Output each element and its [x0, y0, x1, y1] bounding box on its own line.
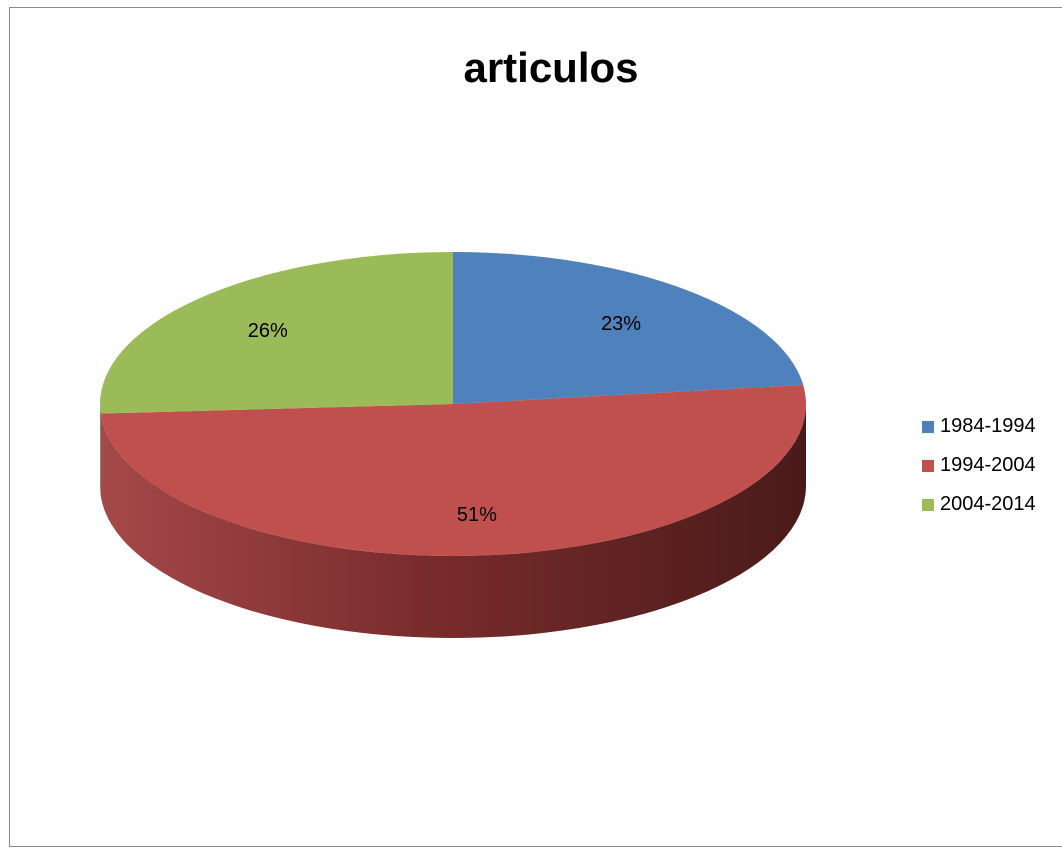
pie-labels: 23% 51% 26% [248, 313, 642, 526]
pie-slice-1994-2004 [100, 384, 807, 557]
pie-side [100, 404, 807, 638]
legend-label-2004-2014: 2004-2014 [940, 493, 1036, 515]
pie-label-1984-1994: 23% [601, 313, 641, 335]
legend-label-1994-2004: 1994-2004 [940, 454, 1036, 476]
legend: 1984-1994 1994-2004 2004-2014 [922, 409, 1036, 526]
legend-label-1984-1994: 1984-1994 [940, 415, 1036, 437]
legend-item-2004-2014: 2004-2014 [922, 487, 1036, 522]
pie-slice-2004-2014 [100, 252, 453, 414]
chart-frame: articulos 23% 51% 26% 1984-1994 1994-2004 … [9, 7, 1062, 847]
pie-slice-1984-1994 [453, 252, 804, 404]
legend-swatch-2004-2014 [922, 498, 934, 511]
pie-label-2004-2014: 26% [248, 320, 288, 342]
pie-side-1994-2004 [100, 404, 807, 638]
pie-label-1994-2004: 51% [457, 504, 497, 526]
pie-side-2004-2014 [100, 404, 101, 496]
legend-swatch-1984-1994 [922, 420, 934, 433]
pie-chart: 23% 51% 26% [100, 252, 807, 638]
pie-top [100, 252, 807, 557]
legend-item-1984-1994: 1984-1994 [922, 409, 1036, 444]
legend-item-1994-2004: 1994-2004 [922, 448, 1036, 483]
chart-title: articulos [463, 44, 639, 91]
legend-swatch-1994-2004 [922, 459, 934, 472]
